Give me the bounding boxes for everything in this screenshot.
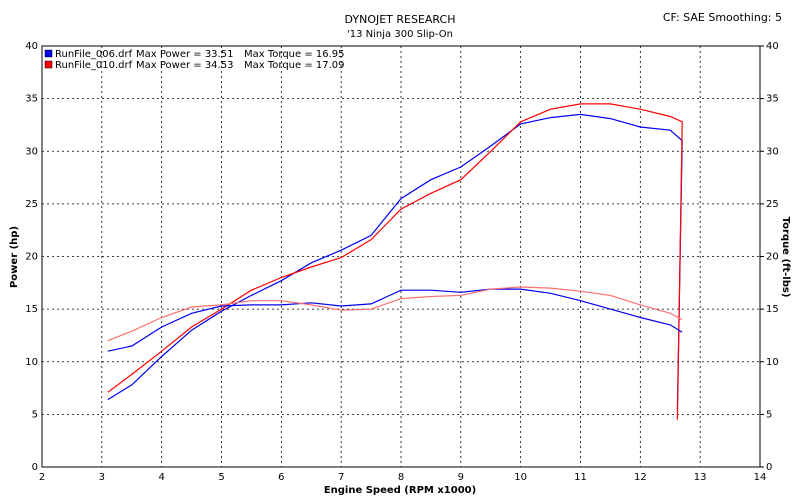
legend-power: Max Power = 33.51	[136, 49, 233, 60]
legend-file: RunFile_010.drf	[55, 60, 133, 71]
series-line	[107, 286, 683, 342]
y-tick-label: 5	[32, 409, 38, 420]
x-tick-label: 2	[39, 472, 45, 483]
y2-tick-label: 15	[766, 304, 779, 315]
legend-power: Max Power = 34.53	[136, 60, 233, 71]
x-tick-label: 4	[158, 472, 164, 483]
x-tick-label: 5	[218, 472, 224, 483]
y-tick-label: 30	[25, 146, 38, 157]
x-tick-label: 9	[458, 472, 464, 483]
x-tick-label: 14	[754, 472, 767, 483]
x-axis-label: Engine Speed (RPM x1000)	[324, 485, 476, 496]
legend-torque: Max Torque = 16.95	[244, 49, 345, 60]
legend-file: RunFile_006.drf	[55, 49, 133, 60]
y2-tick-label: 40	[766, 41, 779, 52]
legend-swatch	[44, 60, 53, 69]
y2-tick-label: 0	[766, 462, 772, 473]
y-tick-label: 15	[25, 304, 38, 315]
y2-axis-label: Torque (ft-lbs)	[780, 217, 791, 298]
y-tick-label: 20	[25, 252, 38, 263]
legend-swatch	[44, 49, 53, 58]
y2-tick-label: 5	[766, 409, 772, 420]
plot-frame	[41, 45, 761, 468]
y-axis-label: Power (hp)	[9, 226, 20, 288]
x-tick-label: 3	[99, 472, 105, 483]
y2-tick-label: 20	[766, 252, 779, 263]
y2-tick-label: 25	[766, 199, 779, 210]
y-tick-label: 35	[25, 94, 38, 105]
chart-title: DYNOJET RESEARCH	[345, 13, 456, 26]
y-tick-label: 40	[25, 41, 38, 52]
x-tick-label: 11	[574, 472, 587, 483]
y-tick-label: 10	[25, 357, 38, 368]
y2-tick-label: 10	[766, 357, 779, 368]
x-tick-label: 13	[694, 472, 707, 483]
chart-subtitle: '13 Ninja 300 Slip-On	[347, 29, 453, 40]
y2-tick-label: 35	[766, 94, 779, 105]
x-tick-label: 8	[398, 472, 404, 483]
x-tick-label: 6	[278, 472, 284, 483]
y-tick-label: 25	[25, 199, 38, 210]
x-tick-label: 12	[634, 472, 647, 483]
legend-torque: Max Torque = 17.09	[244, 60, 345, 71]
series-line	[107, 113, 683, 410]
y-tick-label: 0	[32, 462, 38, 473]
series-line	[107, 288, 683, 352]
x-tick-label: 10	[514, 472, 527, 483]
series-line	[107, 103, 683, 420]
x-tick-label: 7	[338, 472, 344, 483]
corner-note: CF: SAE Smoothing: 5	[663, 11, 782, 24]
y2-tick-label: 30	[766, 146, 779, 157]
